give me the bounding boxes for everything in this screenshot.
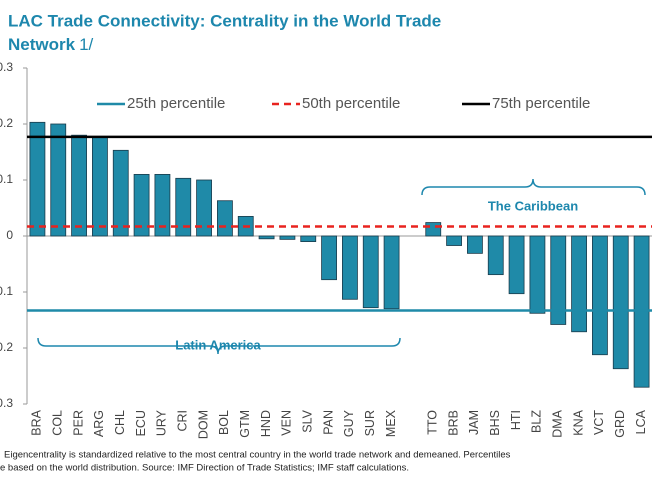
x-tick-label: COL (51, 410, 65, 436)
bar (425, 222, 442, 237)
y-tick-label: -0.1 (0, 284, 13, 298)
bar (92, 136, 108, 237)
footnote: Eigencentrality is standardized relative… (4, 450, 511, 461)
x-tick-label: SUR (363, 410, 377, 436)
x-tick-label: KNA (571, 409, 585, 435)
bar (175, 177, 192, 237)
bar (383, 235, 400, 310)
chart-title-line: Network (8, 35, 76, 54)
bar (112, 149, 129, 237)
bar (467, 235, 483, 254)
x-tick-label: BRA (30, 409, 44, 435)
x-tick-label: HND (259, 410, 273, 437)
bar (133, 173, 150, 237)
x-tick-label: PER (71, 410, 85, 436)
bar (29, 121, 46, 237)
chart-title: Network 1/ (8, 35, 94, 54)
bar (342, 235, 358, 300)
bar (362, 235, 379, 309)
legend-label: 25th percentile (127, 95, 225, 112)
bar (196, 179, 212, 237)
bar (50, 123, 67, 237)
x-tick-label: TTO (426, 410, 440, 435)
y-tick-label: -0.2 (0, 340, 13, 354)
title-note: 1/ (79, 35, 93, 54)
bracket (421, 178, 646, 196)
bar (258, 235, 275, 240)
bar (154, 173, 171, 237)
y-tick-label: 0 (6, 228, 13, 242)
annotation: Latin America (175, 337, 261, 352)
y-tick-label: 0.1 (0, 172, 13, 186)
x-tick-label: HTI (509, 410, 523, 430)
bar (529, 235, 546, 314)
bar (612, 235, 629, 370)
x-tick-label: VCT (592, 410, 606, 435)
x-tick-label: DOM (196, 410, 210, 439)
x-tick-label: GRD (613, 410, 627, 438)
bar (571, 235, 587, 333)
bar (279, 235, 296, 240)
x-tick-label: VEN (280, 410, 294, 436)
y-tick-label: -0.3 (0, 396, 13, 410)
bar (300, 235, 317, 242)
y-tick-label: 0.3 (0, 60, 13, 74)
annotation: The Caribbean (488, 198, 578, 213)
x-tick-label: LCA (634, 409, 648, 434)
x-tick-label: PAN (321, 410, 335, 435)
x-tick-label: BHS (488, 410, 502, 436)
bar (71, 134, 87, 237)
bar (446, 235, 462, 246)
x-tick-label: SLV (301, 409, 315, 432)
bar (508, 235, 525, 295)
x-tick-label: BOL (217, 410, 231, 435)
bar (550, 235, 567, 325)
bar (321, 235, 337, 281)
bar (217, 200, 233, 237)
x-tick-label: BRB (446, 410, 460, 436)
x-tick-label: ECU (134, 410, 148, 436)
x-tick-label: ARG (92, 410, 106, 437)
legend-label: 50th percentile (302, 95, 400, 112)
footnote: e based on the world distribution. Sourc… (0, 463, 409, 474)
x-tick-label: JAM (467, 410, 481, 435)
bracket (37, 337, 401, 355)
x-tick-label: CHL (113, 410, 127, 435)
x-tick-label: BLZ (530, 410, 544, 433)
legend-label: 75th percentile (492, 95, 590, 112)
chart-title: LAC Trade Connectivity: Centrality in th… (8, 11, 441, 30)
x-tick-label: DMA (551, 409, 565, 437)
y-tick-label: 0.2 (0, 116, 13, 130)
x-tick-label: CRI (176, 410, 190, 432)
bar (487, 235, 504, 276)
x-tick-label: MEX (384, 409, 398, 437)
bar (592, 235, 608, 356)
x-tick-label: GUY (342, 409, 356, 437)
x-tick-label: GTM (238, 410, 252, 438)
x-tick-label: URY (155, 409, 169, 436)
